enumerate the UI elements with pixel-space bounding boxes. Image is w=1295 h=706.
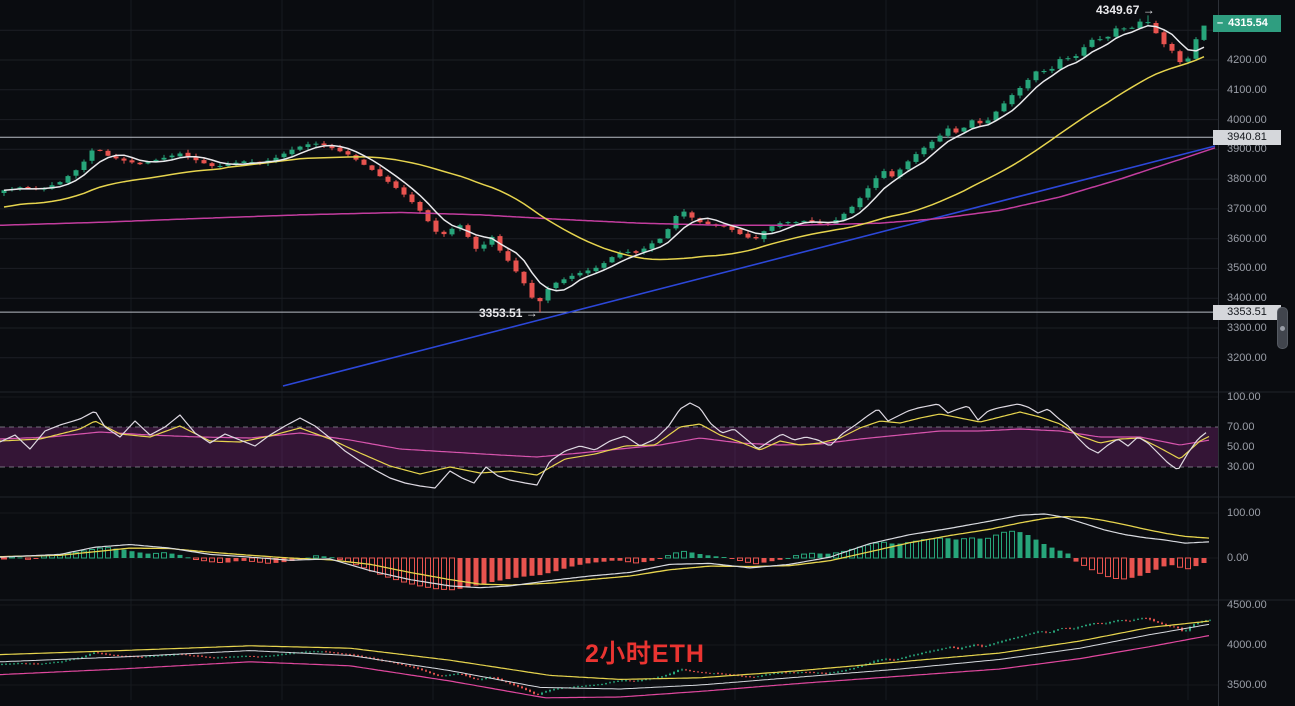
price-tick-label: 30.00 xyxy=(1227,461,1255,473)
moving-averages-main xyxy=(0,24,1216,292)
price-tick-label: 3200.00 xyxy=(1227,351,1267,364)
price-tick-label: 100.00 xyxy=(1227,507,1261,519)
price-tick-label: 50.00 xyxy=(1227,441,1255,453)
price-tick-label: 70.00 xyxy=(1227,421,1255,433)
price-tick-label: 100.00 xyxy=(1227,391,1261,403)
macd-panel xyxy=(0,513,1210,591)
price-tick-label: 4200.00 xyxy=(1227,54,1267,66)
horizontal-price-lines xyxy=(0,136,1218,313)
price-tick-label: 3900.00 xyxy=(1227,143,1267,156)
price-tick-label: 3700.00 xyxy=(1227,202,1267,215)
price-tick-label: 4000.00 xyxy=(1227,639,1267,651)
last-price-value: 4315.54 xyxy=(1228,17,1268,29)
price-tick-label: 3300.00 xyxy=(1227,322,1267,334)
price-tick-label: 0.00 xyxy=(1227,552,1249,564)
price-tick-label: 3500.00 xyxy=(1227,262,1267,275)
price-tick-label: 3400.00 xyxy=(1227,292,1267,305)
price-tick-label: 3600.00 xyxy=(1227,232,1267,245)
price-line-label-lower: 3353.51 xyxy=(1213,305,1281,320)
price-tick-label: 4000.00 xyxy=(1227,113,1267,126)
price-tick-label: 4500.00 xyxy=(1227,599,1267,611)
price-tick-label: 4100.00 xyxy=(1227,83,1267,96)
low-price-annotation: 3353.51 → xyxy=(479,306,538,320)
price-line-dash-icon: – xyxy=(1217,17,1224,29)
last-price-badge: – 4315.54 xyxy=(1213,15,1281,32)
scrollbar-thumb[interactable] xyxy=(1277,307,1288,349)
trendline-blue xyxy=(282,145,1216,387)
mini-chart-panel xyxy=(0,617,1211,699)
chart-title: 2小时ETH xyxy=(585,640,705,668)
price-tick-label: 3500.00 xyxy=(1227,679,1267,691)
price-tick-label: 3800.00 xyxy=(1227,173,1267,186)
high-price-annotation: 4349.67 → xyxy=(1096,3,1155,17)
rsi-panel xyxy=(0,402,1218,489)
price-line-label-upper: 3940.81 xyxy=(1213,130,1281,145)
